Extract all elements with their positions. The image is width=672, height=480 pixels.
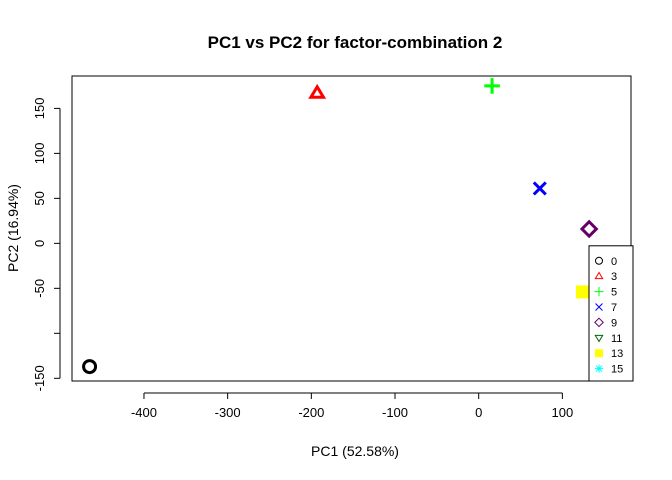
point-marker — [82, 359, 98, 375]
legend-label: 5 — [611, 287, 617, 299]
x-tick-label: -100 — [382, 405, 408, 420]
y-tick-label: 0 — [32, 240, 47, 247]
point-marker — [532, 181, 547, 196]
legend-label: 11 — [611, 333, 622, 345]
legend-label: 0 — [611, 256, 617, 268]
plot-frame — [71, 75, 632, 382]
data-point-3 — [308, 83, 327, 99]
legend-item-15: 15 — [594, 364, 623, 376]
data-point-0 — [82, 359, 98, 375]
legend-item-3: 3 — [594, 271, 617, 283]
legend-item-5: 5 — [594, 287, 617, 299]
legend-item-7: 7 — [595, 302, 617, 314]
legend-marker — [595, 256, 603, 265]
legend-label: 9 — [611, 317, 617, 329]
legend-item-13: 13 — [595, 348, 623, 360]
point-marker — [484, 78, 500, 94]
y-tick-label: -150 — [32, 365, 47, 391]
data-point-5 — [484, 78, 500, 94]
x-tick-label: -400 — [131, 405, 157, 420]
chart-title: PC1 vs PC2 for factor-combination 2 — [208, 33, 503, 52]
x-tick-label: -300 — [215, 405, 241, 420]
y-axis: -150 -50 0 50 100 150 — [32, 98, 61, 391]
x-axis-label: PC1 (52.58%) — [311, 443, 399, 459]
legend-marker — [595, 349, 603, 358]
data-point-13 — [575, 285, 589, 299]
y-tick-label: 100 — [32, 143, 47, 165]
legend-marker — [594, 334, 604, 343]
legend-box — [588, 245, 634, 382]
y-tick-label: -50 — [32, 279, 47, 298]
legend-label: 3 — [611, 271, 617, 283]
legend: 0 3 5 7 9 11 13 15 — [588, 245, 634, 382]
x-tick-label: 0 — [475, 405, 482, 420]
point-marker — [308, 83, 327, 99]
legend-item-11: 11 — [594, 333, 622, 345]
point-marker — [579, 219, 599, 239]
x-axis: -400 -300 -200 -100 0 100 — [131, 392, 574, 420]
legend-item-9: 9 — [594, 317, 617, 329]
x-tick-label: -200 — [298, 405, 324, 420]
x-tick-label: 100 — [552, 405, 574, 420]
legend-marker — [594, 287, 604, 297]
data-points — [82, 78, 616, 379]
legend-marker — [595, 303, 603, 311]
legend-item-0: 0 — [595, 256, 617, 268]
data-point-9 — [579, 219, 599, 239]
legend-marker — [594, 364, 604, 373]
legend-label: 13 — [611, 348, 623, 360]
point-marker — [575, 285, 589, 299]
legend-marker — [594, 317, 604, 328]
y-axis-label: PC2 (16.94%) — [5, 184, 21, 272]
y-tick-label: 50 — [32, 191, 47, 205]
legend-marker — [594, 271, 604, 280]
legend-label: 7 — [611, 302, 617, 314]
y-tick-label: 150 — [32, 98, 47, 120]
data-point-7 — [532, 181, 547, 196]
legend-label: 15 — [611, 364, 623, 376]
